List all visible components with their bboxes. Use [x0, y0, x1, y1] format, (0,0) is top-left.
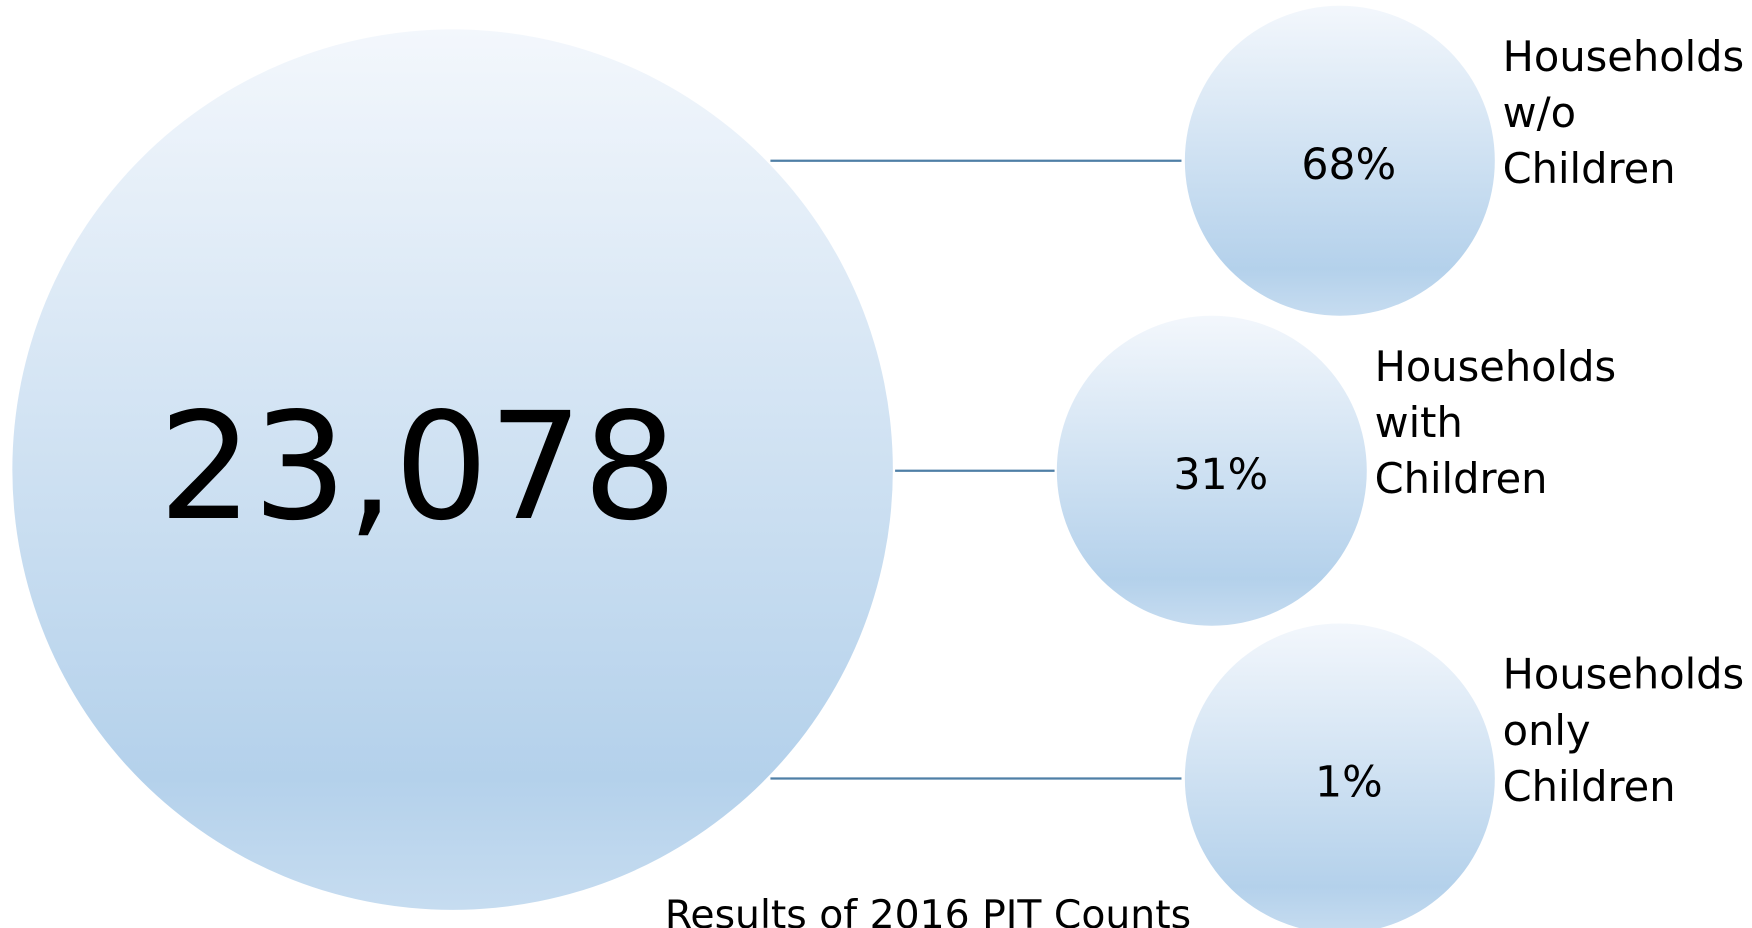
group-label: Households	[1503, 650, 1745, 699]
caption: Results of 2016 PIT Counts	[665, 893, 1191, 928]
group-circle	[1184, 5, 1495, 316]
groups: 68% Households w/o Children 31% Households wit…	[1056, 5, 1745, 928]
group-label: w/o	[1503, 88, 1576, 137]
total-circle	[12, 29, 893, 910]
group-percent: 31%	[1173, 450, 1268, 500]
group-label: Children	[1503, 144, 1676, 193]
group-percent: 68%	[1301, 140, 1396, 190]
total-value: 23,078	[158, 380, 677, 553]
group-circle	[1056, 315, 1367, 626]
group-label: Households	[1503, 32, 1745, 81]
group-label: Children	[1375, 454, 1548, 503]
group-percent: 1%	[1315, 758, 1383, 808]
group-label: Children	[1503, 762, 1676, 811]
group-circle	[1184, 623, 1495, 928]
group-label: Households	[1375, 342, 1617, 391]
group-label: only	[1503, 706, 1591, 755]
group-label: with	[1375, 398, 1463, 447]
